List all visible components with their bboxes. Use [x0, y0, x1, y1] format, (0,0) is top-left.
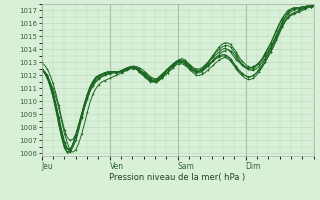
X-axis label: Pression niveau de la mer( hPa ): Pression niveau de la mer( hPa ) — [109, 173, 246, 182]
